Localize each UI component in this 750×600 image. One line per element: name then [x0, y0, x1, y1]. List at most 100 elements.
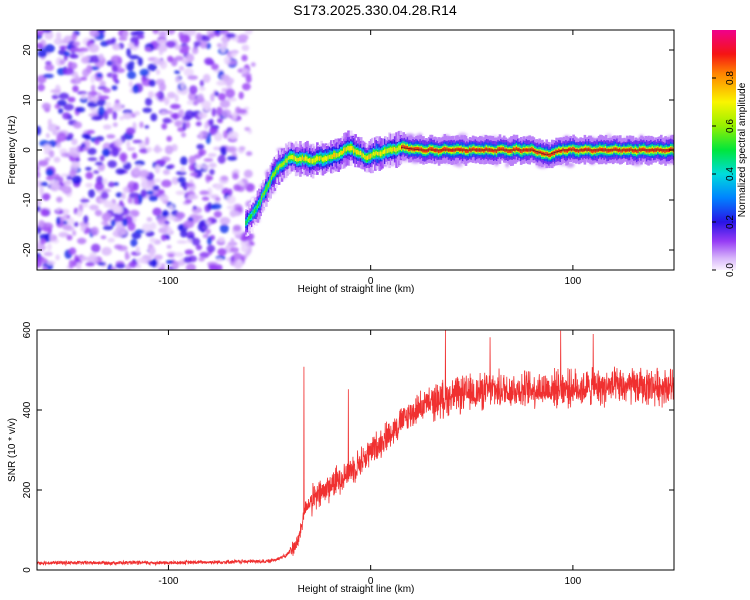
noise-blob [232, 173, 239, 180]
noise-blob [114, 244, 123, 250]
ridge-cell [398, 145, 401, 151]
noise-blob [148, 79, 156, 87]
noise-blob [86, 255, 98, 263]
noise-blob [102, 225, 114, 231]
ridge-cell [497, 147, 500, 152]
ridge-cell [245, 220, 248, 225]
spectrogram-x-tick-label: -100 [158, 276, 178, 287]
noise-blob [133, 38, 140, 47]
noise-blob [242, 68, 249, 74]
noise-blob [42, 266, 48, 270]
ridge-cell [306, 156, 309, 161]
colorbar-tick-label: 0.4 [725, 167, 736, 181]
noise-blob [242, 83, 251, 91]
noise-blob [42, 73, 54, 79]
ridge-cell [471, 147, 475, 151]
noise-blob [161, 179, 172, 188]
ridge-cell [354, 148, 357, 153]
ridge-cell [337, 153, 340, 158]
noise-blob [183, 220, 195, 229]
noise-blob [113, 215, 124, 222]
noise-blob [174, 94, 179, 103]
noise-blob [106, 134, 116, 139]
noise-blob [82, 147, 89, 152]
ridge-cell [350, 146, 353, 151]
ridge-cell [392, 147, 396, 152]
noise-blob [172, 113, 178, 120]
ridge-cell [266, 184, 270, 190]
ridge-cell [389, 147, 393, 152]
ridge-cell [313, 158, 316, 163]
noise-blob [114, 44, 121, 51]
ridge-cell [406, 146, 410, 150]
ridge-cell [457, 147, 461, 151]
noise-blob [84, 227, 91, 233]
noise-blob [101, 246, 112, 256]
noise-blob [77, 237, 87, 245]
noise-blob [179, 34, 191, 44]
ridge-cell [576, 148, 580, 153]
noise-blob [226, 97, 237, 102]
noise-blob [145, 230, 155, 237]
colorbar-gradient [712, 30, 736, 270]
noise-blob [174, 120, 182, 127]
noise-blob [214, 91, 219, 97]
noise-blob [138, 169, 150, 178]
noise-blob [63, 103, 74, 111]
noise-blob [230, 237, 235, 247]
noise-blob [69, 169, 77, 177]
snr-x-tick-label: -100 [158, 576, 178, 587]
noise-blob [240, 244, 249, 253]
ridge-cell [515, 146, 519, 151]
noise-blob [160, 263, 166, 269]
noise-blob [89, 30, 100, 38]
snr-series-line [37, 330, 674, 567]
noise-blob [196, 143, 205, 150]
noise-blob [112, 73, 118, 83]
ridge-cell [260, 195, 264, 201]
ridge-cell [563, 149, 567, 153]
noise-blob [189, 172, 198, 177]
noise-blob [101, 212, 112, 222]
noise-blob [139, 68, 150, 77]
noise-blob [96, 99, 107, 107]
ridge-cell [494, 148, 497, 153]
noise-blob [45, 168, 54, 177]
ridge-cell [258, 201, 261, 207]
noise-blob [166, 30, 176, 35]
noise-blob [39, 186, 44, 196]
ridge-cell [279, 163, 282, 168]
noise-blob [55, 32, 62, 40]
spectrogram-y-axis-label: Frequency (Hz) [7, 116, 18, 185]
ridge-cell [344, 147, 347, 152]
ridge-cell [283, 160, 287, 165]
noise-blob [122, 30, 129, 39]
noise-blob [72, 85, 79, 93]
noise-blob [223, 56, 231, 65]
noise-blob [124, 250, 129, 261]
ridge-cell [572, 147, 575, 151]
noise-blob [57, 99, 67, 107]
noise-blob [184, 199, 193, 204]
ridge-cell [548, 153, 551, 158]
ridge-cell [502, 147, 506, 151]
spectrogram-y-tick-label: 20 [22, 44, 33, 56]
noise-blob [166, 245, 172, 249]
ridge-cell [531, 147, 534, 152]
noise-blob [175, 190, 186, 195]
noise-blob [125, 127, 136, 135]
noise-blob [42, 226, 52, 232]
noise-blob [180, 156, 188, 166]
noise-blob [175, 76, 181, 83]
noise-blob [86, 64, 93, 74]
noise-blob [71, 175, 82, 184]
noise-blob [184, 110, 195, 120]
ridge-cell [367, 155, 370, 160]
noise-blob [103, 124, 112, 130]
ridge-cell [301, 155, 305, 160]
noise-blob [245, 75, 252, 83]
noise-blob [97, 30, 106, 34]
ridge-cell [594, 148, 598, 153]
noise-blob [218, 92, 226, 101]
ridge-cell [432, 147, 435, 151]
